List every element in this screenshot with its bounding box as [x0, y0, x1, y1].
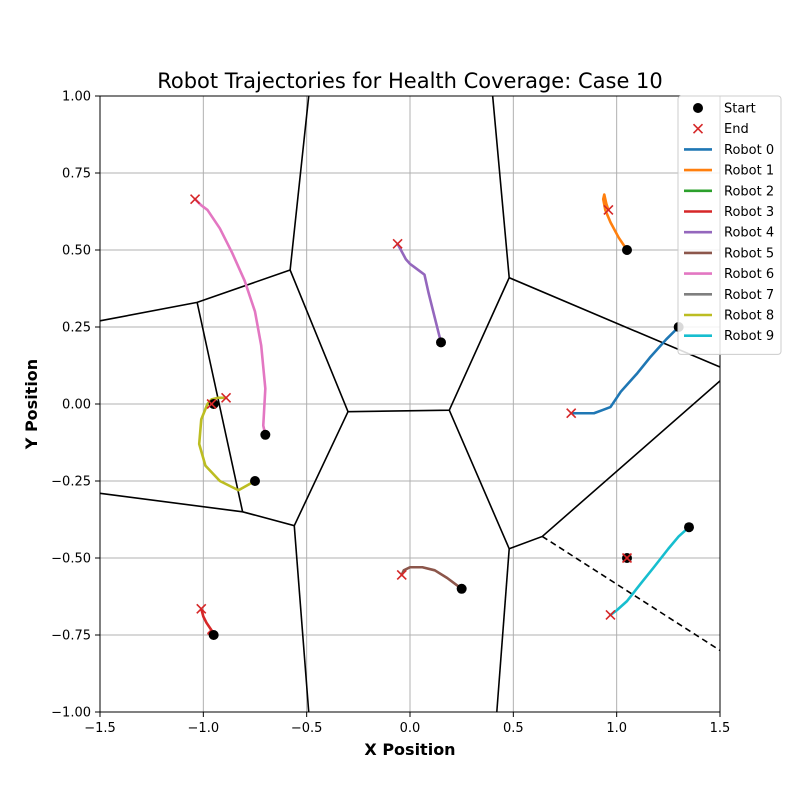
boundary-line — [289, 95, 310, 271]
start-end-markers — [190, 194, 694, 640]
chart-title: Robot Trajectories for Health Coverage: … — [157, 69, 663, 93]
robot-4-trajectory — [396, 242, 443, 344]
x-tick-label: −0.5 — [291, 721, 323, 736]
robot-7-start-marker — [208, 399, 219, 409]
boundary-line — [448, 380, 721, 550]
x-axis-title: X Position — [364, 740, 455, 759]
robot-2-end-marker — [621, 552, 633, 564]
x-tick-label: 0.5 — [503, 721, 524, 736]
end-marker-stroke — [396, 569, 407, 581]
robot-5-start-marker — [456, 583, 467, 594]
robot-1-trajectory — [601, 193, 629, 252]
robot-1-start-marker — [622, 245, 632, 255]
end-marker-stroke — [566, 408, 577, 419]
end-marker-stroke — [206, 398, 217, 410]
legend-start-label: Start — [724, 102, 756, 117]
robot-8-start-marker — [250, 476, 260, 486]
robot-4-end-marker — [392, 238, 403, 249]
robot-8-end-marker — [221, 392, 232, 403]
y-tick-label: 0.75 — [62, 167, 91, 182]
robot-0-end-marker — [566, 408, 577, 419]
end-marker-stroke — [196, 603, 207, 614]
end-marker-stroke — [190, 194, 201, 205]
end-marker-stroke — [392, 238, 403, 249]
trajectories — [193, 193, 691, 637]
legend-label-robot-9: Robot 9 — [724, 329, 774, 344]
y-tick-label: 0.50 — [62, 244, 91, 259]
end-marker-stroke — [603, 204, 614, 216]
y-axis-ticks: −1.00 −0.75 −0.50 −0.25 0.00 0.25 0.50 0.75 1.00 — [51, 90, 100, 721]
grid-lines — [99, 95, 721, 713]
robot-3-end-marker — [196, 603, 207, 614]
robot-0-trajectory — [569, 325, 680, 415]
robot-3-start-marker — [208, 630, 219, 640]
legend: Start End Robot 0 Robot 1 Robot 2 Robot 3 Robo… — [677, 95, 782, 355]
legend-label-robot-0: Robot 0 — [724, 143, 774, 158]
legend-start-marker — [693, 103, 703, 113]
end-marker-stroke — [692, 123, 704, 134]
legend-box — [677, 95, 782, 355]
y-tick-label: −0.75 — [51, 629, 91, 644]
robot-6-trajectory — [193, 197, 267, 437]
legend-label-robot-1: Robot 1 — [724, 164, 774, 179]
boundary-line — [496, 548, 510, 713]
end-marker-stroke — [605, 609, 616, 621]
end-marker-stroke — [621, 552, 633, 564]
x-tick-label: 1.0 — [606, 721, 627, 736]
y-tick-label: −0.25 — [51, 475, 91, 490]
x-axis-ticks: −1.5 −1.0 −0.5 0.0 0.5 1.0 1.5 — [84, 712, 730, 736]
y-tick-label: 0.25 — [62, 321, 91, 336]
robot-8-trajectory — [197, 396, 257, 492]
robot-7-end-marker — [206, 398, 217, 410]
robot-9-end-marker — [605, 609, 616, 621]
robot-6-start-marker — [260, 429, 271, 440]
y-tick-label: 1.00 — [62, 90, 91, 105]
legend-label-robot-2: Robot 2 — [724, 184, 774, 199]
robot-5-trajectory — [400, 565, 463, 591]
legend-end-marker — [692, 123, 704, 134]
legend-label-robot-4: Robot 4 — [724, 226, 774, 241]
x-tick-label: −1.0 — [188, 721, 220, 736]
robot-5-end-marker — [396, 569, 407, 581]
y-tick-label: −0.50 — [51, 552, 91, 567]
x-tick-label: 1.5 — [710, 721, 731, 736]
robot-9-trajectory — [609, 525, 691, 617]
x-tick-label: −1.5 — [84, 721, 116, 736]
legend-label-robot-6: Robot 6 — [724, 267, 774, 282]
dashed-boundary — [541, 535, 721, 652]
legend-label-robot-3: Robot 3 — [724, 205, 774, 220]
legend-label-robot-5: Robot 5 — [724, 246, 774, 261]
robot-1-end-marker — [603, 204, 614, 216]
legend-label-robot-7: Robot 7 — [724, 288, 774, 303]
y-tick-label: 0.00 — [62, 398, 91, 413]
boundary-line — [99, 411, 349, 527]
robot-9-start-marker — [684, 522, 694, 533]
y-axis-title: Y Position — [22, 359, 41, 450]
end-marker-stroke — [221, 392, 232, 403]
y-tick-label: −1.00 — [51, 706, 91, 721]
x-tick-label: 0.0 — [400, 721, 421, 736]
region-boundaries — [99, 95, 721, 713]
robot-6-end-marker — [190, 194, 201, 205]
legend-label-robot-8: Robot 8 — [724, 309, 774, 324]
boundary-line — [293, 525, 310, 713]
boundary-line — [491, 95, 510, 278]
boundary-line — [196, 302, 244, 512]
robot-4-start-marker — [436, 337, 446, 348]
legend-end-label: End — [724, 122, 749, 137]
